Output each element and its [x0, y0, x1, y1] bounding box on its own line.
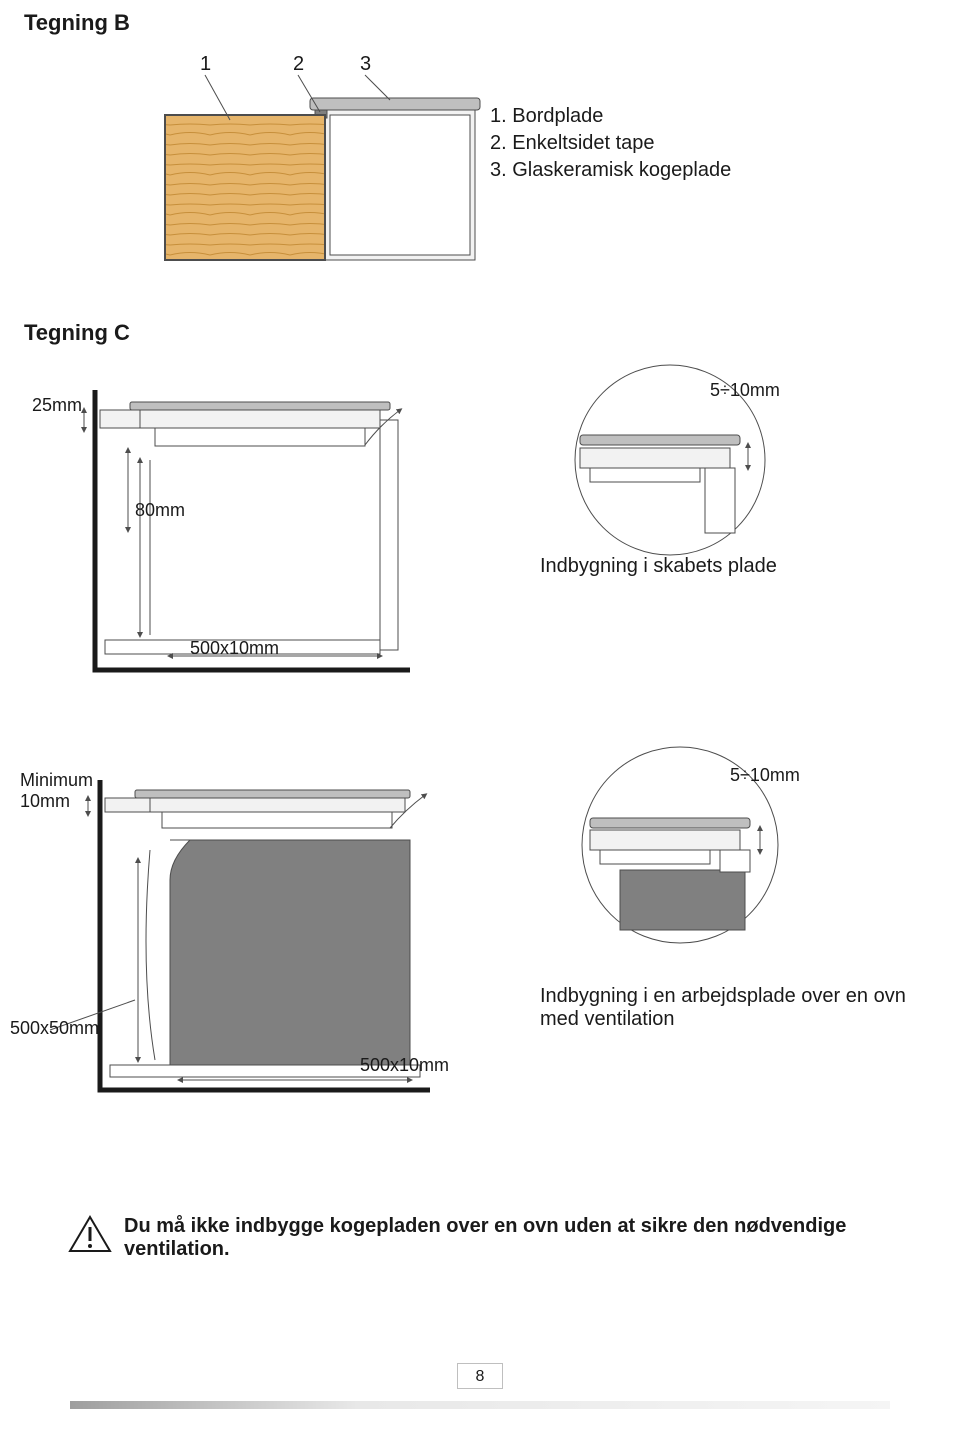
oven-left-vent-label: 500x50mm	[10, 1018, 99, 1039]
oven-detail-label: 5÷10mm	[730, 765, 800, 786]
oven-min-label: Minimum 10mm	[20, 770, 93, 812]
oven-bottom-label: 500x10mm	[360, 1055, 449, 1076]
cabinet-detail-label: 5÷10mm	[710, 380, 780, 401]
footer-bar	[70, 1401, 890, 1409]
legend-b-3: 3. Glaskeramisk kogeplade	[490, 159, 731, 182]
legend-b-1: 1. Bordplade	[490, 105, 603, 128]
section-b-title: Tegning B	[24, 10, 130, 36]
cabinet-80mm-label: 80mm	[135, 500, 185, 521]
warning-text: Du må ikke indbygge kogepladen over en o…	[124, 1215, 904, 1261]
diagram-b-label-2: 2	[293, 53, 304, 75]
cabinet-bottom-label: 500x10mm	[190, 638, 279, 659]
diagram-b: 1 2 3	[130, 50, 470, 270]
cabinet-25mm-label: 25mm	[32, 395, 82, 416]
legend-b-2: 2. Enkeltsidet tape	[490, 132, 655, 155]
diagram-b-label-1: 1	[200, 53, 211, 75]
section-c-title: Tegning C	[24, 320, 130, 346]
warning-icon	[68, 1215, 112, 1255]
oven-caption: Indbygning i en arbejdsplade over en ovn…	[540, 985, 910, 1031]
cabinet-caption: Indbygning i skabets plade	[540, 555, 777, 578]
diagram-b-label-3: 3	[360, 53, 371, 75]
page-number: 8	[457, 1363, 503, 1389]
